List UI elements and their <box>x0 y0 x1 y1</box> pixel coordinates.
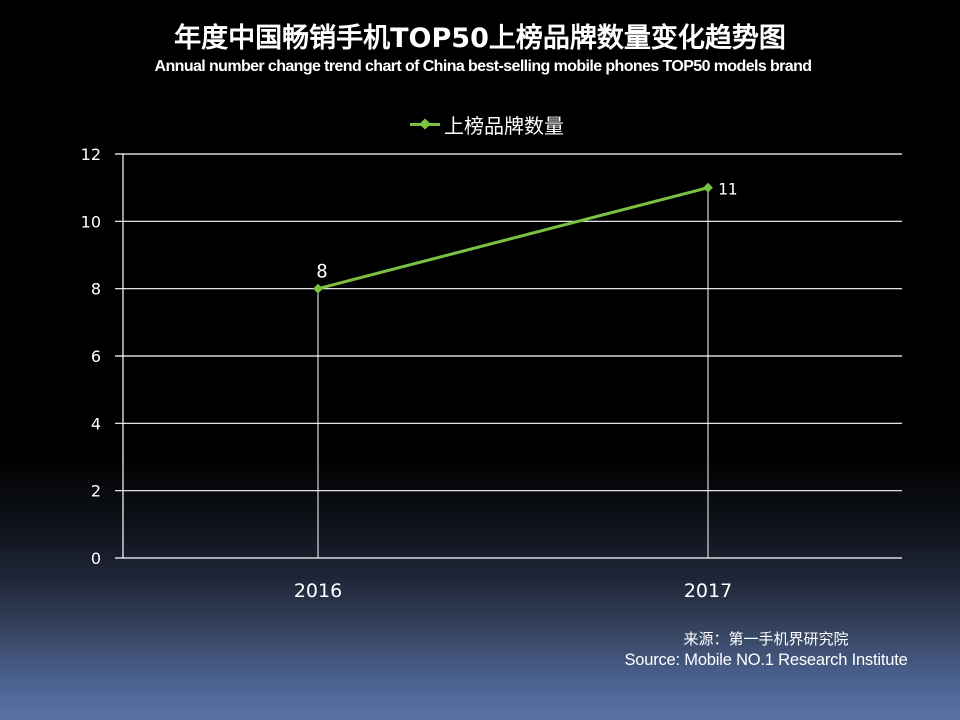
x-tick-label: 2016 <box>294 580 342 602</box>
y-tick-label: 2 <box>91 482 101 501</box>
y-tick-label: 12 <box>81 145 101 164</box>
diamond-marker-icon <box>703 182 713 193</box>
chart-title-cn: 年度中国畅销手机TOP50上榜品牌数量变化趋势图 <box>174 23 786 54</box>
y-tick-label: 0 <box>91 549 101 568</box>
data-label: 11 <box>718 180 737 199</box>
y-tick-label: 8 <box>91 280 101 299</box>
source-note: 来源：第一手机界研究院 Source: Mobile NO.1 Research… <box>600 630 932 670</box>
source-en: Source: Mobile NO.1 Research Institute <box>624 651 908 669</box>
x-axis: 2016 2017 <box>294 580 732 602</box>
chart-legend: 上榜品牌数量 <box>410 110 564 138</box>
data-label: 8 <box>316 261 327 283</box>
source-cn: 来源：第一手机界研究院 <box>683 631 849 648</box>
y-tick-label: 6 <box>91 347 101 366</box>
legend-label: 上榜品牌数量 <box>444 113 564 138</box>
data-series: 8 11 <box>313 180 737 294</box>
diamond-marker-icon <box>313 283 323 294</box>
series-line <box>317 186 709 291</box>
y-axis: 0 2 4 6 8 10 12 <box>81 145 124 568</box>
gridlines <box>115 153 902 559</box>
legend-line-diamond-icon <box>410 117 440 131</box>
chart-title-en: Annual number change trend chart of Chin… <box>154 58 813 75</box>
x-tick-label: 2017 <box>684 580 732 602</box>
y-tick-label: 4 <box>91 414 101 433</box>
y-tick-label: 10 <box>81 212 101 231</box>
